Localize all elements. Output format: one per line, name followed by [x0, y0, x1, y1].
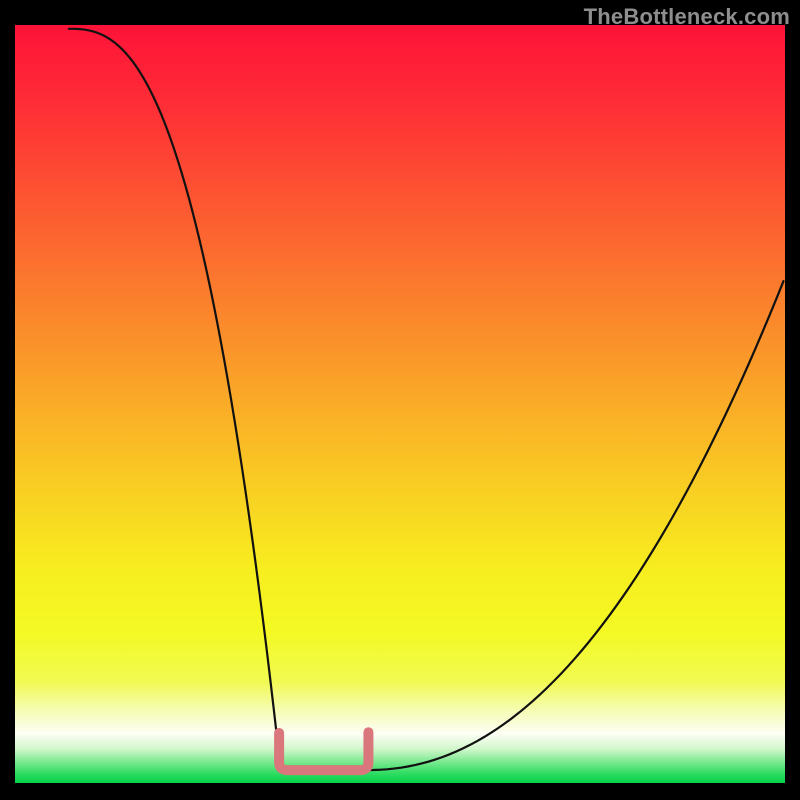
- chart-svg: [0, 0, 800, 800]
- chart-stage: TheBottleneck.com: [0, 0, 800, 800]
- gradient-background: [15, 25, 785, 783]
